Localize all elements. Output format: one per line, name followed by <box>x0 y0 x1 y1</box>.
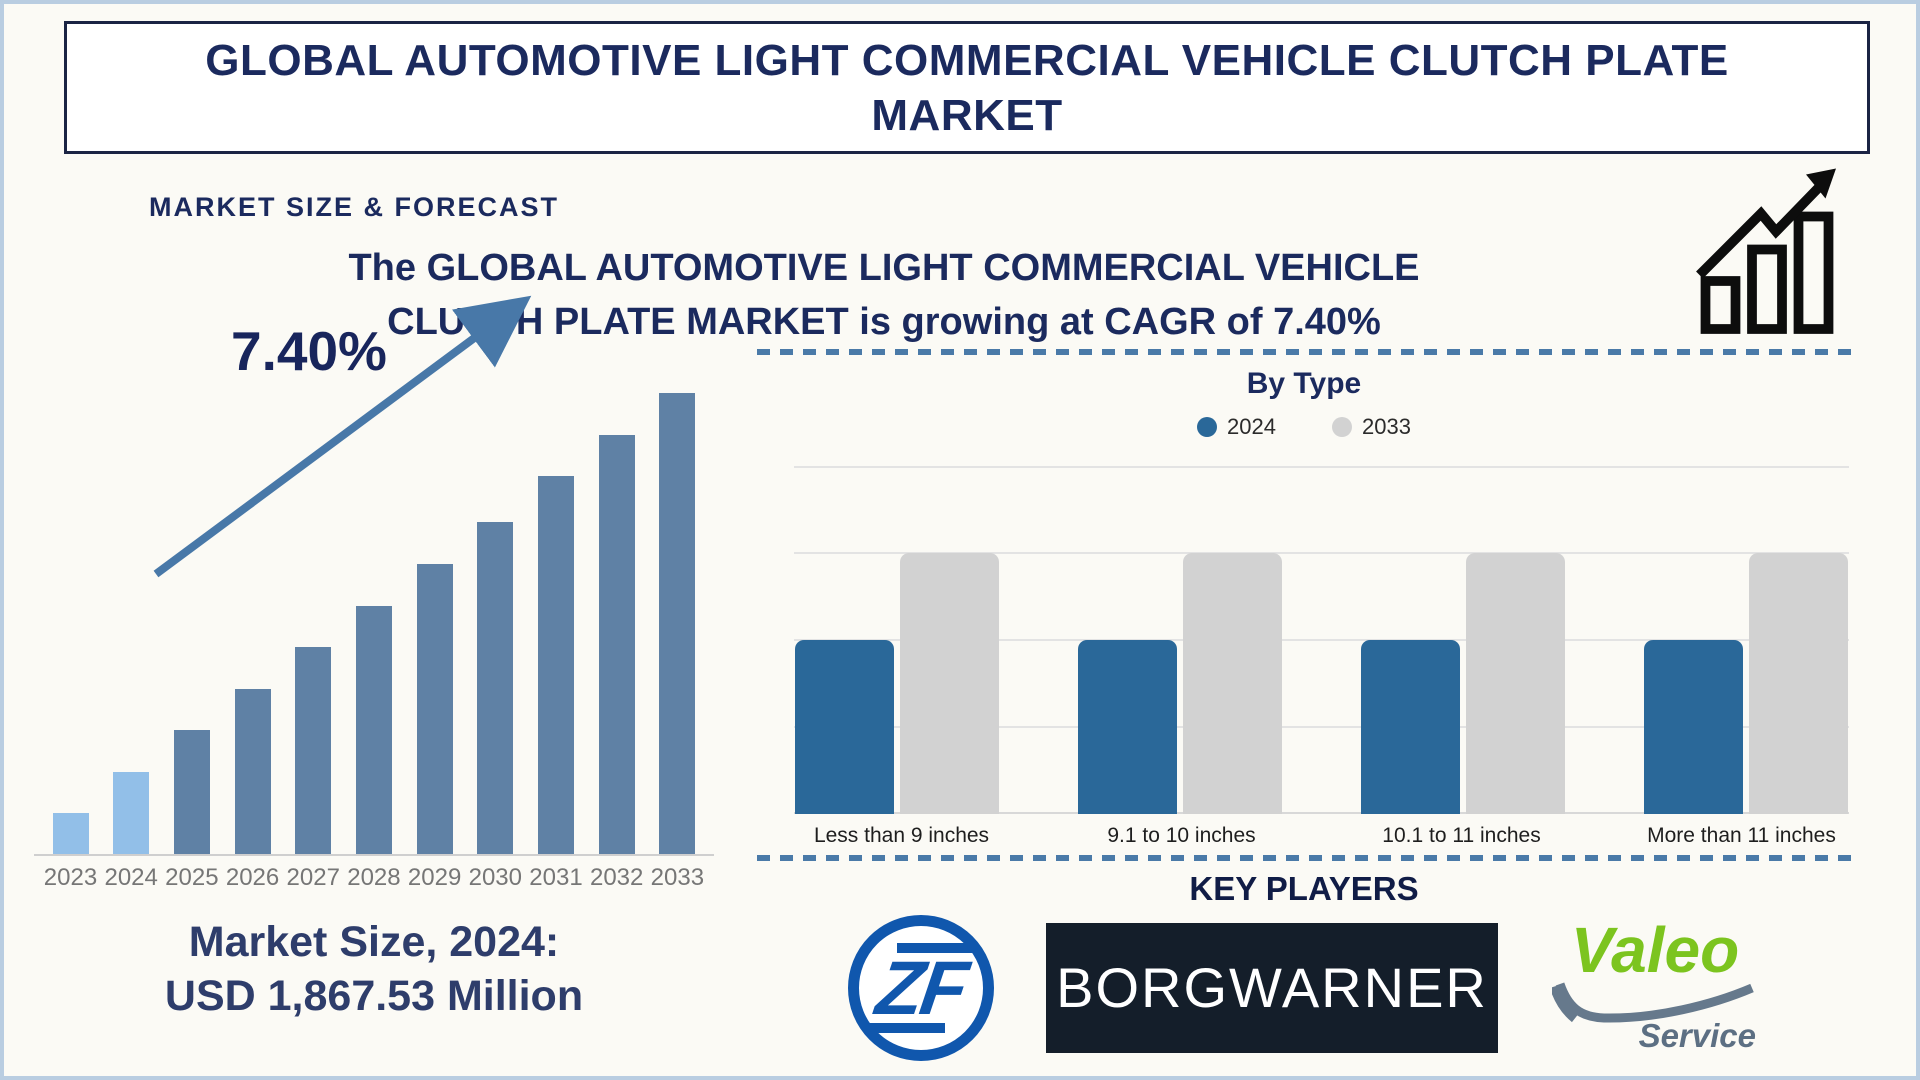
market-size-line2: USD 1,867.53 Million <box>164 971 584 1020</box>
gridline-75 <box>794 552 1849 554</box>
forecast-bar-2025 <box>173 730 210 855</box>
page-title-line1: GLOBAL AUTOMOTIVE LIGHT COMMERCIAL VEHIC… <box>205 35 1729 85</box>
page-title-line2: MARKET <box>871 90 1063 140</box>
cagr-value-label: 7.40% <box>231 320 387 382</box>
forecast-bar-2028 <box>355 605 392 855</box>
forecast-bar-column <box>588 393 645 855</box>
legend-label-2033: 2033 <box>1362 414 1411 439</box>
legend-dot-2024 <box>1197 417 1218 437</box>
forecast-bar-column <box>467 393 524 855</box>
key-players-logos: ZF BORGWARNER Valeo Service <box>759 910 1849 1065</box>
forecast-year-label-2033: 2033 <box>650 864 705 891</box>
title-box: GLOBAL AUTOMOTIVE LIGHT COMMERCIAL VEHIC… <box>64 21 1870 154</box>
bytype-chart-title: By Type <box>1246 367 1362 400</box>
forecast-bar-column <box>528 393 585 855</box>
forecast-bar-column <box>163 393 220 855</box>
forecast-bar-2026 <box>234 688 271 855</box>
bytype-bar-2033 <box>1466 553 1565 814</box>
forecast-year-label-2026: 2026 <box>225 864 280 891</box>
valeo-service-text: Service <box>1638 1016 1756 1054</box>
bytype-group <box>1077 466 1283 814</box>
forecast-bar-column <box>224 393 281 855</box>
bytype-group <box>1360 466 1566 814</box>
forecast-bar-column <box>42 393 99 855</box>
gridline-100 <box>794 466 1849 468</box>
forecast-bar-2033 <box>659 393 696 855</box>
market-size-line1: Market Size, 2024: <box>188 918 560 966</box>
trend-arrow-icon <box>153 295 532 578</box>
forecast-subtitle-line2: CLUTCH PLATE MARKET is growing at CAGR o… <box>387 300 1381 343</box>
forecast-bar-column <box>103 393 160 855</box>
bytype-groups <box>794 466 1849 814</box>
borgwarner-logo: BORGWARNER <box>1046 922 1498 1053</box>
bytype-bar-2024 <box>1644 640 1743 814</box>
dashed-divider-bottom <box>757 855 1852 861</box>
forecast-bar-2024 <box>113 771 150 855</box>
forecast-bar-2031 <box>538 476 574 855</box>
valeo-logo-text: Valeo <box>1570 914 1740 987</box>
market-size-callout: Market Size, 2024: USD 1,867.53 Million <box>64 916 684 1024</box>
bytype-category-label: 10.1 to 11 inches <box>1382 824 1541 847</box>
gridline-25 <box>794 726 1849 728</box>
bytype-category-label: More than 11 inches <box>1647 824 1836 847</box>
forecast-bar-column <box>406 393 463 855</box>
legend-label-2024: 2024 <box>1227 414 1276 439</box>
forecast-bar-2023 <box>52 813 89 855</box>
forecast-year-label-2023: 2023 <box>43 864 98 891</box>
bytype-bar-2033 <box>900 553 999 814</box>
forecast-subtitle-line1: The GLOBAL AUTOMOTIVE LIGHT COMMERCIAL V… <box>348 247 1420 289</box>
legend-item-2024: 2024 <box>1197 414 1276 440</box>
growth-chart-icon <box>1696 168 1836 334</box>
valeo-logo: Valeo Service <box>1550 914 1760 1055</box>
forecast-axis-line <box>34 854 714 856</box>
forecast-bar-2029 <box>416 563 453 855</box>
borgwarner-logo-text: BORGWARNER <box>1056 956 1488 1019</box>
bytype-bar-2033 <box>1183 553 1282 814</box>
forecast-year-label-2025: 2025 <box>165 864 219 891</box>
forecast-labels: 2023 2024 2025 2026 2027 2028 2029 2030 2031 2032… <box>42 864 706 892</box>
forecast-bar-2030 <box>477 522 514 855</box>
forecast-year-label-2031: 2031 <box>529 864 583 891</box>
bytype-bar-2024 <box>795 640 894 814</box>
forecast-year-label-2028: 2028 <box>347 864 401 891</box>
zf-logo-bottom-bar <box>867 1022 945 1033</box>
forecast-bar-2027 <box>295 647 332 855</box>
zf-logo: ZF <box>848 914 994 1061</box>
bytype-bar-2024 <box>1361 640 1460 814</box>
valeo-swoosh-icon <box>1552 982 1754 1023</box>
bytype-group <box>1643 466 1849 814</box>
bytype-labels: Less than 9 inches 9.1 to 10 inches 10.1 t… <box>794 824 1849 848</box>
bytype-legend: 2024 2033 <box>759 414 1849 440</box>
bytype-category-label: Less than 9 inches <box>813 824 990 847</box>
forecast-year-label-2030: 2030 <box>468 864 522 891</box>
bytype-bar-2033 <box>1749 553 1848 814</box>
legend-item-2033: 2033 <box>1332 414 1411 440</box>
legend-dot-2033 <box>1332 417 1352 437</box>
forecast-year-label-2027: 2027 <box>286 864 340 891</box>
forecast-year-label-2032: 2032 <box>589 864 644 891</box>
forecast-subtitle: The GLOBAL AUTOMOTIVE LIGHT COMMERCIAL V… <box>124 242 1644 350</box>
key-players-heading: KEY PLAYERS <box>1189 870 1419 907</box>
forecast-bar-column <box>345 393 402 855</box>
gridline-50 <box>794 639 1849 641</box>
dashed-divider-top <box>757 349 1852 355</box>
bytype-baseline <box>794 812 1849 814</box>
forecast-bar-2032 <box>598 434 635 855</box>
forecast-year-label-2029: 2029 <box>407 864 462 891</box>
forecast-bar-column <box>649 393 706 855</box>
zf-logo-text: ZF <box>871 945 971 1030</box>
bytype-plot <box>794 466 1849 814</box>
forecast-year-label-2024: 2024 <box>104 864 158 891</box>
bytype-group <box>794 466 1000 814</box>
bytype-bar-2024 <box>1078 640 1177 814</box>
forecast-bar-column <box>285 393 342 855</box>
bytype-category-label: 9.1 to 10 inches <box>1107 824 1256 847</box>
forecast-bars <box>42 393 706 855</box>
zf-logo-top-bar <box>897 942 975 953</box>
market-size-forecast-heading: MARKET SIZE & FORECAST <box>149 192 560 222</box>
